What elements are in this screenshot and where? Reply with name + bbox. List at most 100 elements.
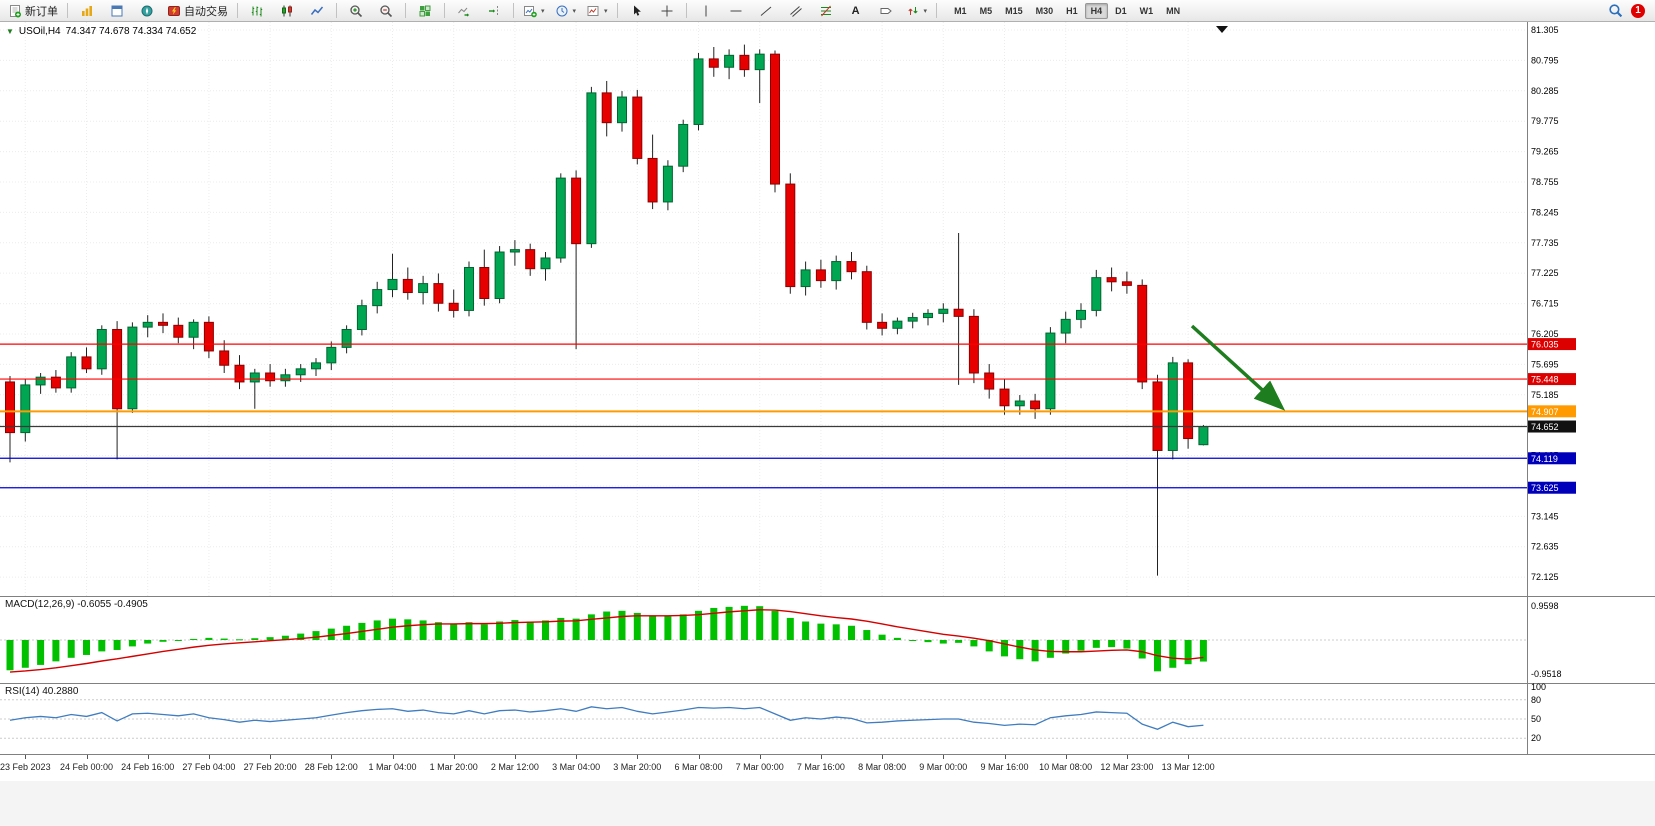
macd-bar [389, 618, 396, 640]
macd-bar [985, 640, 993, 652]
macd-bar [939, 640, 947, 644]
macd-bar [725, 606, 733, 640]
time-axis-label: 23 Feb 2023 [0, 762, 51, 772]
autotrading-button[interactable]: 自动交易 [163, 1, 232, 21]
trendline-tool-button[interactable] [752, 1, 780, 21]
line-chart-mode-button[interactable] [303, 1, 331, 21]
timeframe-m15-button[interactable]: M15 [1005, 5, 1023, 16]
crosshair-button[interactable] [653, 1, 681, 21]
fibonacci-tool-button[interactable] [812, 1, 840, 21]
candle-up [586, 92, 597, 245]
templates-button[interactable]: ▾ [582, 1, 612, 21]
timeframe-m5-button[interactable]: M5 [979, 5, 993, 16]
candle-up [555, 177, 566, 259]
rsi-panel[interactable]: 100 80 50 20 [0, 683, 1655, 754]
bar-chart-mode-button[interactable] [243, 1, 271, 21]
candle-down [647, 157, 658, 203]
notification-badge[interactable]: 1 [1631, 3, 1645, 18]
timeframe-mn-button[interactable]: MN [1166, 5, 1181, 16]
timeframe-m30-button[interactable]: M30 [1035, 5, 1054, 16]
macd-bar [1031, 640, 1039, 662]
horizontal-line-tool-button[interactable] [722, 1, 750, 21]
vertical-line-tool-button[interactable] [692, 1, 720, 21]
market-watch-button[interactable] [103, 1, 131, 21]
crosshair-icon [661, 5, 673, 16]
new-order-button[interactable]: 新订单 [4, 1, 62, 21]
time-tick [147, 755, 149, 759]
candle-up [96, 328, 107, 370]
timeframe-m1-button[interactable]: M1 [954, 5, 967, 16]
navigator-icon [141, 5, 153, 16]
toolbar-separator [444, 3, 445, 18]
profiles-button[interactable]: ▾ [551, 1, 581, 21]
price-axis-label: 72.125 [1531, 572, 1559, 582]
line-chart-icon [310, 6, 324, 15]
macd-bar [603, 611, 611, 640]
time-axis-label: 1 Mar 04:00 [368, 762, 417, 772]
price-axis-label: 72.635 [1531, 542, 1559, 552]
macd-bar [113, 640, 121, 650]
tile-windows-button[interactable] [411, 1, 439, 21]
candle-up [127, 326, 138, 410]
candle-down [479, 267, 490, 299]
candle-up [418, 283, 429, 294]
price-axis-label: 78.755 [1531, 177, 1559, 187]
navigator-button[interactable] [133, 1, 161, 21]
timeframe-h1-button[interactable]: H1 [1066, 5, 1078, 16]
dropdown-caret-icon[interactable]: ▾ [923, 7, 928, 15]
time-tick [1188, 755, 1190, 759]
text-label-tool-button[interactable] [872, 1, 900, 21]
price-axis-label: 77.735 [1531, 238, 1559, 248]
candle-up [1167, 362, 1178, 451]
terminal-button[interactable] [73, 1, 101, 21]
chart-shift-marker[interactable] [1216, 26, 1228, 33]
candlestick-mode-button[interactable] [273, 1, 301, 21]
macd-bar [480, 624, 488, 640]
candle-up [693, 58, 704, 125]
channel-tool-button[interactable] [782, 1, 810, 21]
price-tag-support-2 [1528, 481, 1576, 494]
new-chart-button[interactable]: ▾ [519, 1, 549, 21]
auto-scroll-button[interactable] [450, 1, 478, 21]
candle-down [1106, 277, 1117, 283]
time-axis-label: 24 Feb 00:00 [59, 762, 114, 772]
text-tool-button[interactable]: A [842, 1, 870, 21]
chart-shift-button[interactable] [480, 1, 508, 21]
macd-panel[interactable]: 0.9598 -0.9518 [0, 596, 1655, 683]
price-chart-panel[interactable]: 81.305 80.795 80.285 79.775 79.265 78.755 78.2… [0, 22, 1655, 596]
dropdown-caret-icon[interactable]: ▾ [604, 7, 608, 15]
zoom-in-button[interactable] [342, 1, 370, 21]
rsi-indicator-label: RSI(14) 40.2880 [5, 686, 78, 697]
candle-down [739, 54, 750, 71]
chart-corner-label: ▼ USOil,H4 74.347 74.678 74.334 74.652 [6, 26, 196, 37]
cursor-button[interactable] [623, 1, 651, 21]
macd-bar [664, 616, 672, 640]
rsi-scale-label: 80 [1531, 695, 1541, 705]
macd-histogram [6, 605, 1207, 672]
search-button[interactable] [1601, 1, 1629, 21]
candle-up [800, 269, 811, 288]
dropdown-caret-icon[interactable]: ▾ [572, 7, 577, 15]
timeframe-h4-button[interactable]: H4 [1084, 2, 1109, 19]
symbol-dropdown-icon[interactable]: ▼ [6, 27, 14, 36]
zoom-out-button[interactable] [372, 1, 400, 21]
candle-down [1121, 281, 1132, 286]
candle-down [219, 350, 230, 366]
trend-arrow[interactable] [1190, 324, 1286, 411]
time-axis-label: 24 Feb 16:00 [121, 762, 175, 772]
timeframe-d1-button[interactable]: D1 [1115, 5, 1127, 16]
time-tick [392, 755, 394, 759]
timeframe-w1-button[interactable]: W1 [1139, 5, 1154, 16]
arrows-tool-button[interactable]: ▾ [902, 1, 932, 21]
time-axis-label: 12 Mar 23:00 [1100, 762, 1154, 772]
candle-down [785, 183, 796, 288]
macd-bar [1077, 640, 1085, 651]
tile-windows-icon [419, 5, 431, 16]
time-axis[interactable]: 23 Feb 2023 24 Feb 00:00 24 Feb 16:00 27 Fe… [0, 754, 1655, 782]
dropdown-caret-icon[interactable]: ▾ [541, 7, 545, 15]
time-axis-label: 7 Mar 16:00 [796, 762, 845, 772]
toolbar-separator [67, 3, 68, 18]
macd-bar [144, 640, 152, 644]
macd-bar [1184, 640, 1192, 665]
time-tick [1126, 755, 1128, 759]
